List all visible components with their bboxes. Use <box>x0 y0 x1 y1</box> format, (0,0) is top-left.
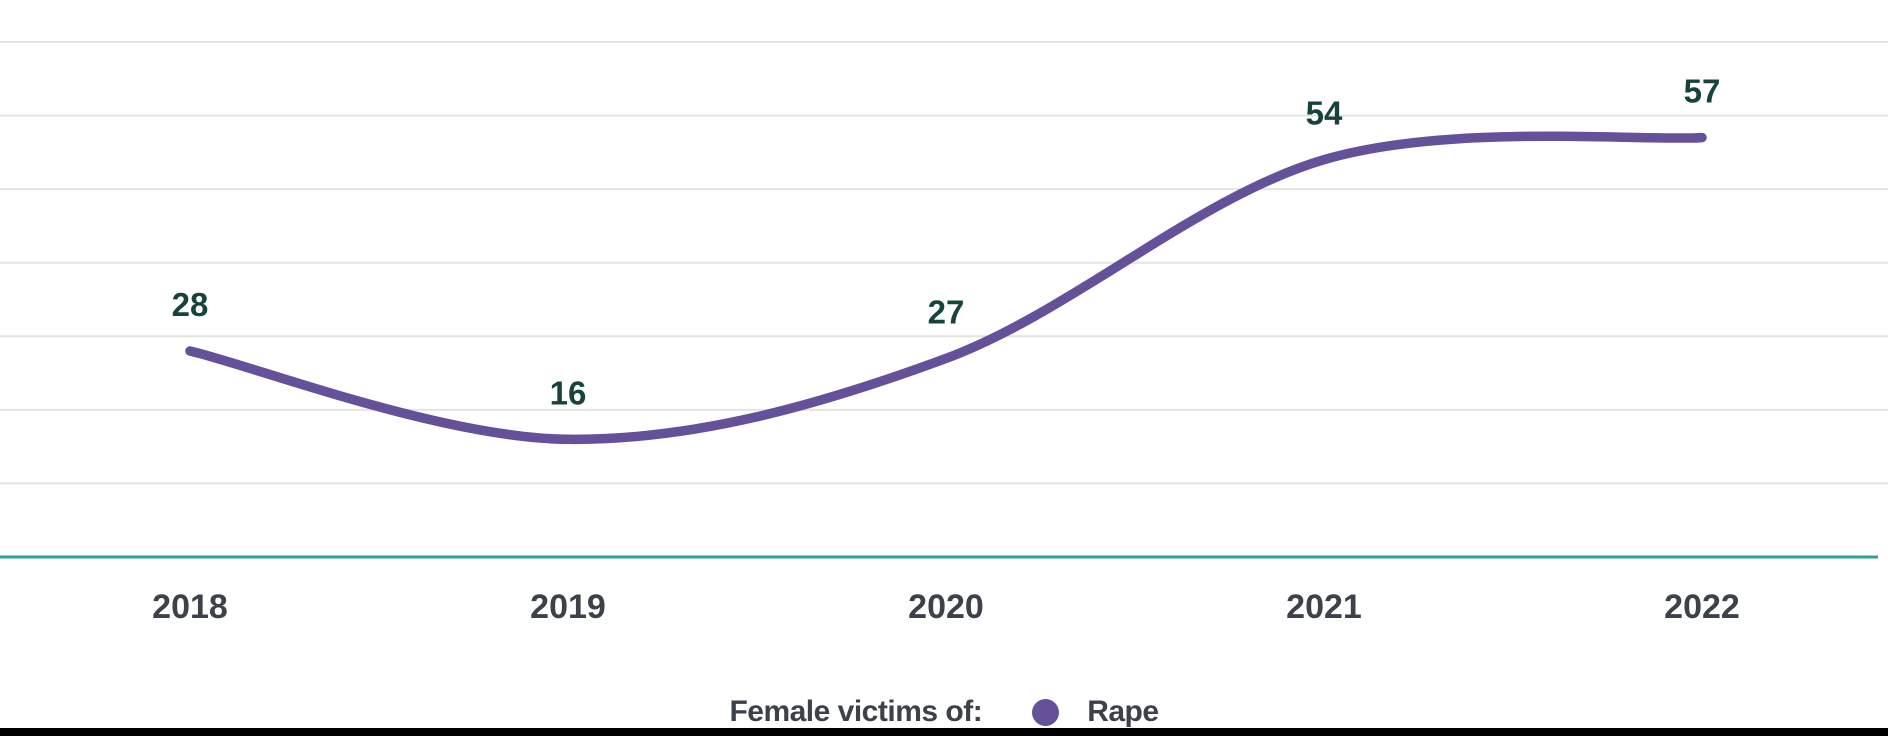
x-tick-label: 2021 <box>1286 588 1362 626</box>
x-tick-label: 2019 <box>530 588 606 626</box>
bottom-border-bar <box>0 728 1888 736</box>
legend-item-rape[interactable]: Rape <box>1032 695 1159 729</box>
legend: Female victims of: Rape <box>0 692 1888 732</box>
value-label: 57 <box>1684 73 1721 110</box>
line-chart: 28 16 27 54 57 2018 2019 2020 2021 2022 <box>0 41 1888 626</box>
value-label: 16 <box>550 374 587 411</box>
legend-item-label: Rape <box>1087 695 1159 728</box>
legend-dot-icon <box>1032 698 1060 726</box>
legend-title: Female victims of: <box>729 695 983 728</box>
x-tick-label: 2018 <box>152 588 228 626</box>
value-label: 54 <box>1306 95 1343 132</box>
x-tick-label: 2020 <box>908 588 984 626</box>
x-tick-label: 2022 <box>1664 588 1740 626</box>
value-label: 28 <box>172 286 209 323</box>
value-label: 27 <box>928 293 965 330</box>
series-line-rape[interactable] <box>185 131 1707 445</box>
